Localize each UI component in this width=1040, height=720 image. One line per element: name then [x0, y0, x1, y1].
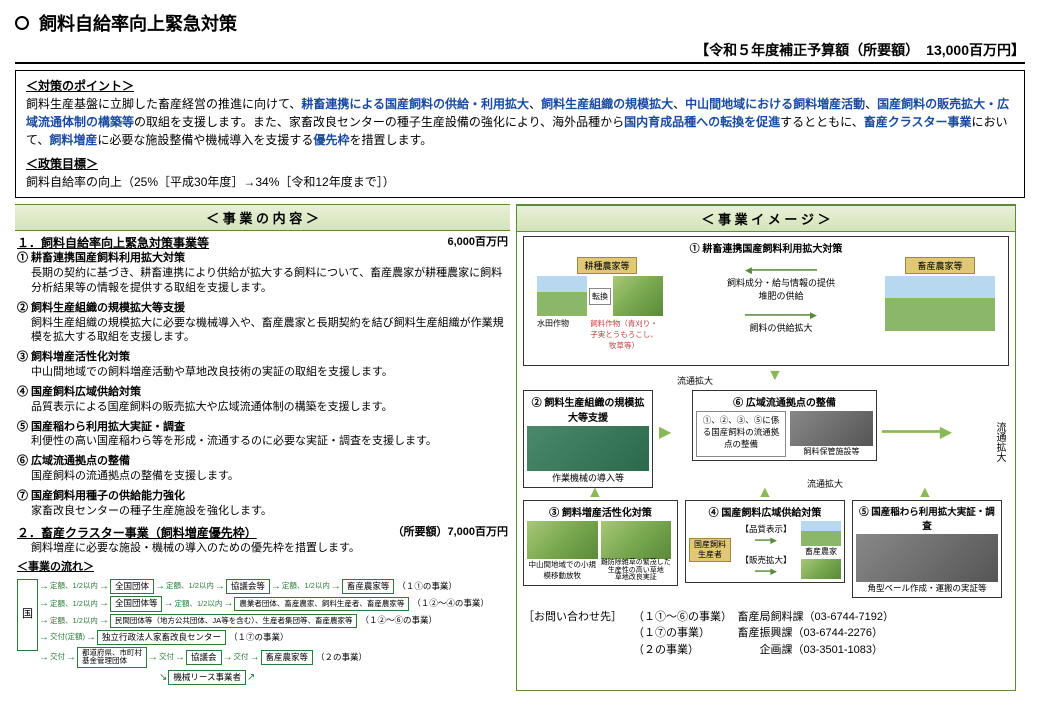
content-item: ⑤ 国産稲わら利用拡大実証・調査利便性の高い国産稲わら等を形成・流通するのに必要…: [17, 420, 508, 450]
sec1-amount: 6,000百万円: [447, 235, 508, 251]
hay-img: [801, 559, 841, 579]
content-item: ⑦ 国産飼料用種子の供給能力強化家畜改良センターの種子生産施設を強化します。: [17, 489, 508, 519]
box1: ① 耕畜連携国産飼料利用拡大対策 耕種農家等 転換 水田作物 飼料作物: [523, 236, 1009, 366]
cow-img: [801, 521, 841, 546]
box4: ④ 国産飼料広域供給対策 国産飼料 生産者 【品質表示】 ━━━▶ 【販売拡大】…: [685, 500, 845, 583]
crop-img: [613, 276, 663, 316]
field-img: [537, 276, 587, 316]
content-item: ③ 飼料増産活性化対策中山間地域での飼料増産活動や草地改良技術の実証の取組を支援…: [17, 350, 508, 380]
bullet-circle: [15, 16, 29, 30]
box5: ⑤ 国産稲わら利用拡大実証・調査 角型ベール作成・運搬の実証等: [852, 500, 1002, 598]
machine-img: [527, 426, 649, 471]
title-row: 飼料自給率向上緊急対策: [15, 10, 1025, 36]
left-header: ＜ 事 業 の 内 容 ＞: [15, 204, 510, 231]
grazing-img: [527, 521, 598, 559]
points-box: ＜対策のポイント＞ 飼料生産基盤に立脚した畜産経営の推進に向けて、耕畜連携による…: [15, 70, 1025, 198]
content-item: ④ 国産飼料広域供給対策品質表示による国産飼料の販売拡大や広域流通体制の構築を支…: [17, 385, 508, 415]
budget-line: 【令和５年度補正予算額（所要額） 13,000百万円】: [15, 40, 1025, 64]
content-item: ② 飼料生産組織の規模拡大等支援飼料生産組織の規模拡大に必要な機械導入や、畜産農…: [17, 301, 508, 346]
sec2-desc: 飼料増産に必要な施設・機械の導入のための優先枠を措置します。: [31, 541, 508, 556]
sec2-title: ２．畜産クラスター事業（飼料増産優先枠）: [17, 525, 257, 541]
content-item: ① 耕畜連携国産飼料利用拡大対策長期の契約に基づき、耕畜連携により供給が拡大する…: [17, 251, 508, 296]
box6: ⑥ 広域流通拠点の整備 ①、②、③、⑤に係る国産飼料の流通拠点の整備 飼料保管施…: [692, 390, 877, 461]
flow-kuni: 国: [17, 579, 38, 651]
right-column: ＜ 事 業 イ メ ー ジ ＞ ① 耕畜連携国産飼料利用拡大対策 耕種農家等 転…: [516, 204, 1016, 691]
points-heading: ＜対策のポイント＞: [26, 77, 1014, 95]
points-body: 飼料生産基盤に立脚した畜産経営の推進に向けて、耕畜連携による国産飼料の供給・利用…: [26, 95, 1014, 149]
contact: ［お問い合わせ先］ （１①～⑥の事業） 畜産局飼料課（03-6744-7192）…: [523, 609, 1009, 659]
sec2-amount: （所要額）7,000百万円: [392, 525, 508, 541]
policy-heading: ＜政策目標＞: [26, 155, 1014, 173]
sec1-title: １．飼料自給率向上緊急対策事業等: [17, 235, 209, 251]
box3: ③ 飼料増産活性化対策 中山間地域での小規模移動放牧 難防除雑草の繁茂した生産性…: [523, 500, 678, 586]
flow-title: ＜事業の流れ＞: [17, 560, 508, 575]
warehouse-img: [790, 411, 873, 446]
policy-text: 飼料自給率の向上（25%［平成30年度］→34%［令和12年度まで］）: [26, 173, 1014, 191]
main-title: 飼料自給率向上緊急対策: [39, 10, 237, 36]
bale-img: [856, 534, 998, 582]
box2: ② 飼料生産組織の規模拡大等支援 作業機械の導入等: [523, 390, 653, 488]
left-column: ＜ 事 業 の 内 容 ＞ １．飼料自給率向上緊急対策事業等 6,000百万円 …: [15, 204, 510, 691]
farm-img: [885, 276, 995, 331]
grass-img: [601, 521, 672, 559]
flow-diagram: 国 →定額、1/2以内→全国団体→定額、1/2以内→協議会等→定額、1/2以内→…: [17, 579, 508, 688]
right-header: ＜ 事 業 イ メ ー ジ ＞: [517, 205, 1015, 232]
content-item: ⑥ 広域流通拠点の整備国産飼料の流通拠点の整備を支援します。: [17, 454, 508, 484]
